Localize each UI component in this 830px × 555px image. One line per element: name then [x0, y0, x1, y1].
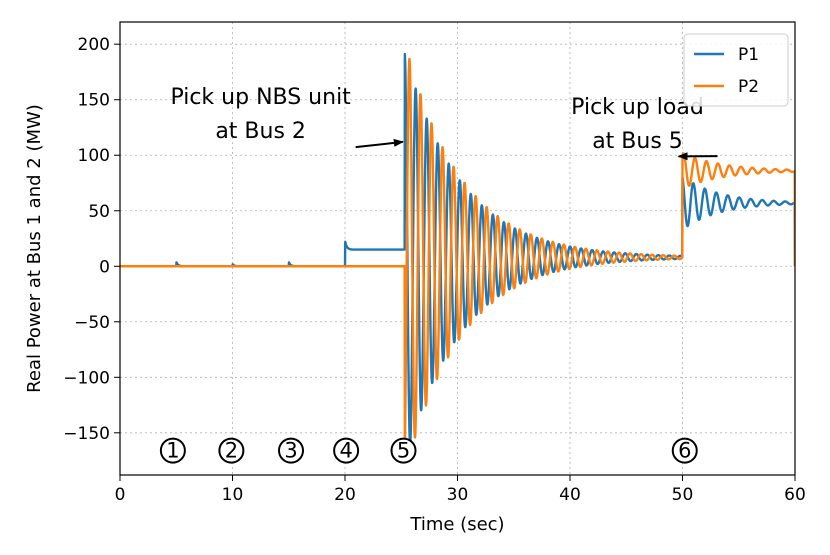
x-axis-label: Time (sec) — [409, 514, 504, 535]
phase-marker-circle — [278, 437, 304, 464]
y-tick-label: 100 — [78, 146, 110, 166]
x-tick-label: 60 — [784, 485, 806, 505]
legend-box — [683, 33, 789, 107]
phase-marker-4: 4 — [333, 437, 360, 464]
phase-markers: 1 2 3 4 5 6 — [159, 437, 698, 464]
phase-marker-label: 2 — [225, 439, 238, 463]
phase-marker-label: 3 — [284, 439, 297, 463]
annotation-1: Pick up NBS unit at Bus 2 — [170, 85, 404, 149]
x-tick-label: 30 — [447, 485, 469, 505]
y-axis-label: Real Power at Bus 1 and 2 (MW) — [24, 104, 45, 393]
y-tick-label: −100 — [63, 368, 110, 388]
y-tick-label: 150 — [78, 91, 110, 111]
y-tick-label: −50 — [74, 313, 110, 333]
phase-marker-6: 6 — [671, 437, 698, 464]
phase-marker-label: 6 — [678, 439, 691, 463]
phase-marker-label: 4 — [339, 439, 352, 463]
phase-marker-circle — [671, 437, 698, 464]
annotation-text: at Bus 5 — [592, 129, 683, 154]
ticks: 0 10 20 30 40 50 60 −150 −100 −50 0 50 100 150 200 — [63, 35, 806, 505]
legend-entry-p2: P2 — [694, 77, 759, 97]
phase-marker-circle — [159, 437, 186, 464]
x-tick-label: 50 — [672, 485, 694, 505]
phase-marker-2: 2 — [218, 437, 245, 464]
annotations: Pick up NBS unit at Bus 2 Pick up load at B… — [170, 85, 718, 161]
legend-entry-p1: P1 — [694, 45, 759, 65]
annotation-text: Pick up load — [571, 95, 704, 120]
phase-marker-circle — [333, 437, 360, 464]
legend: P1 P2 — [683, 33, 789, 107]
y-tick-label: 200 — [78, 35, 110, 55]
phase-marker-circle — [390, 437, 417, 464]
y-tick-label: −150 — [63, 424, 110, 444]
x-tick-label: 40 — [559, 485, 581, 505]
x-tick-label: 20 — [334, 485, 356, 505]
x-tick-label: 0 — [115, 485, 126, 505]
y-tick-label: 50 — [88, 202, 110, 222]
annotation-arrow — [355, 138, 404, 149]
phase-marker-label: 1 — [166, 439, 179, 463]
annotation-text: Pick up NBS unit — [170, 85, 351, 110]
annotation-text: at Bus 2 — [215, 119, 306, 144]
annotation-2: Pick up load at Bus 5 — [571, 95, 718, 161]
phase-marker-1: 1 — [159, 437, 186, 464]
phase-marker-circle — [218, 437, 245, 464]
y-tick-label: 0 — [99, 257, 110, 277]
phase-marker-5: 5 — [390, 437, 417, 464]
phase-marker-label: 5 — [397, 439, 410, 463]
legend-label: P2 — [738, 77, 759, 97]
x-tick-label: 10 — [222, 485, 244, 505]
legend-label: P1 — [738, 45, 759, 65]
phase-marker-3: 3 — [278, 437, 304, 464]
